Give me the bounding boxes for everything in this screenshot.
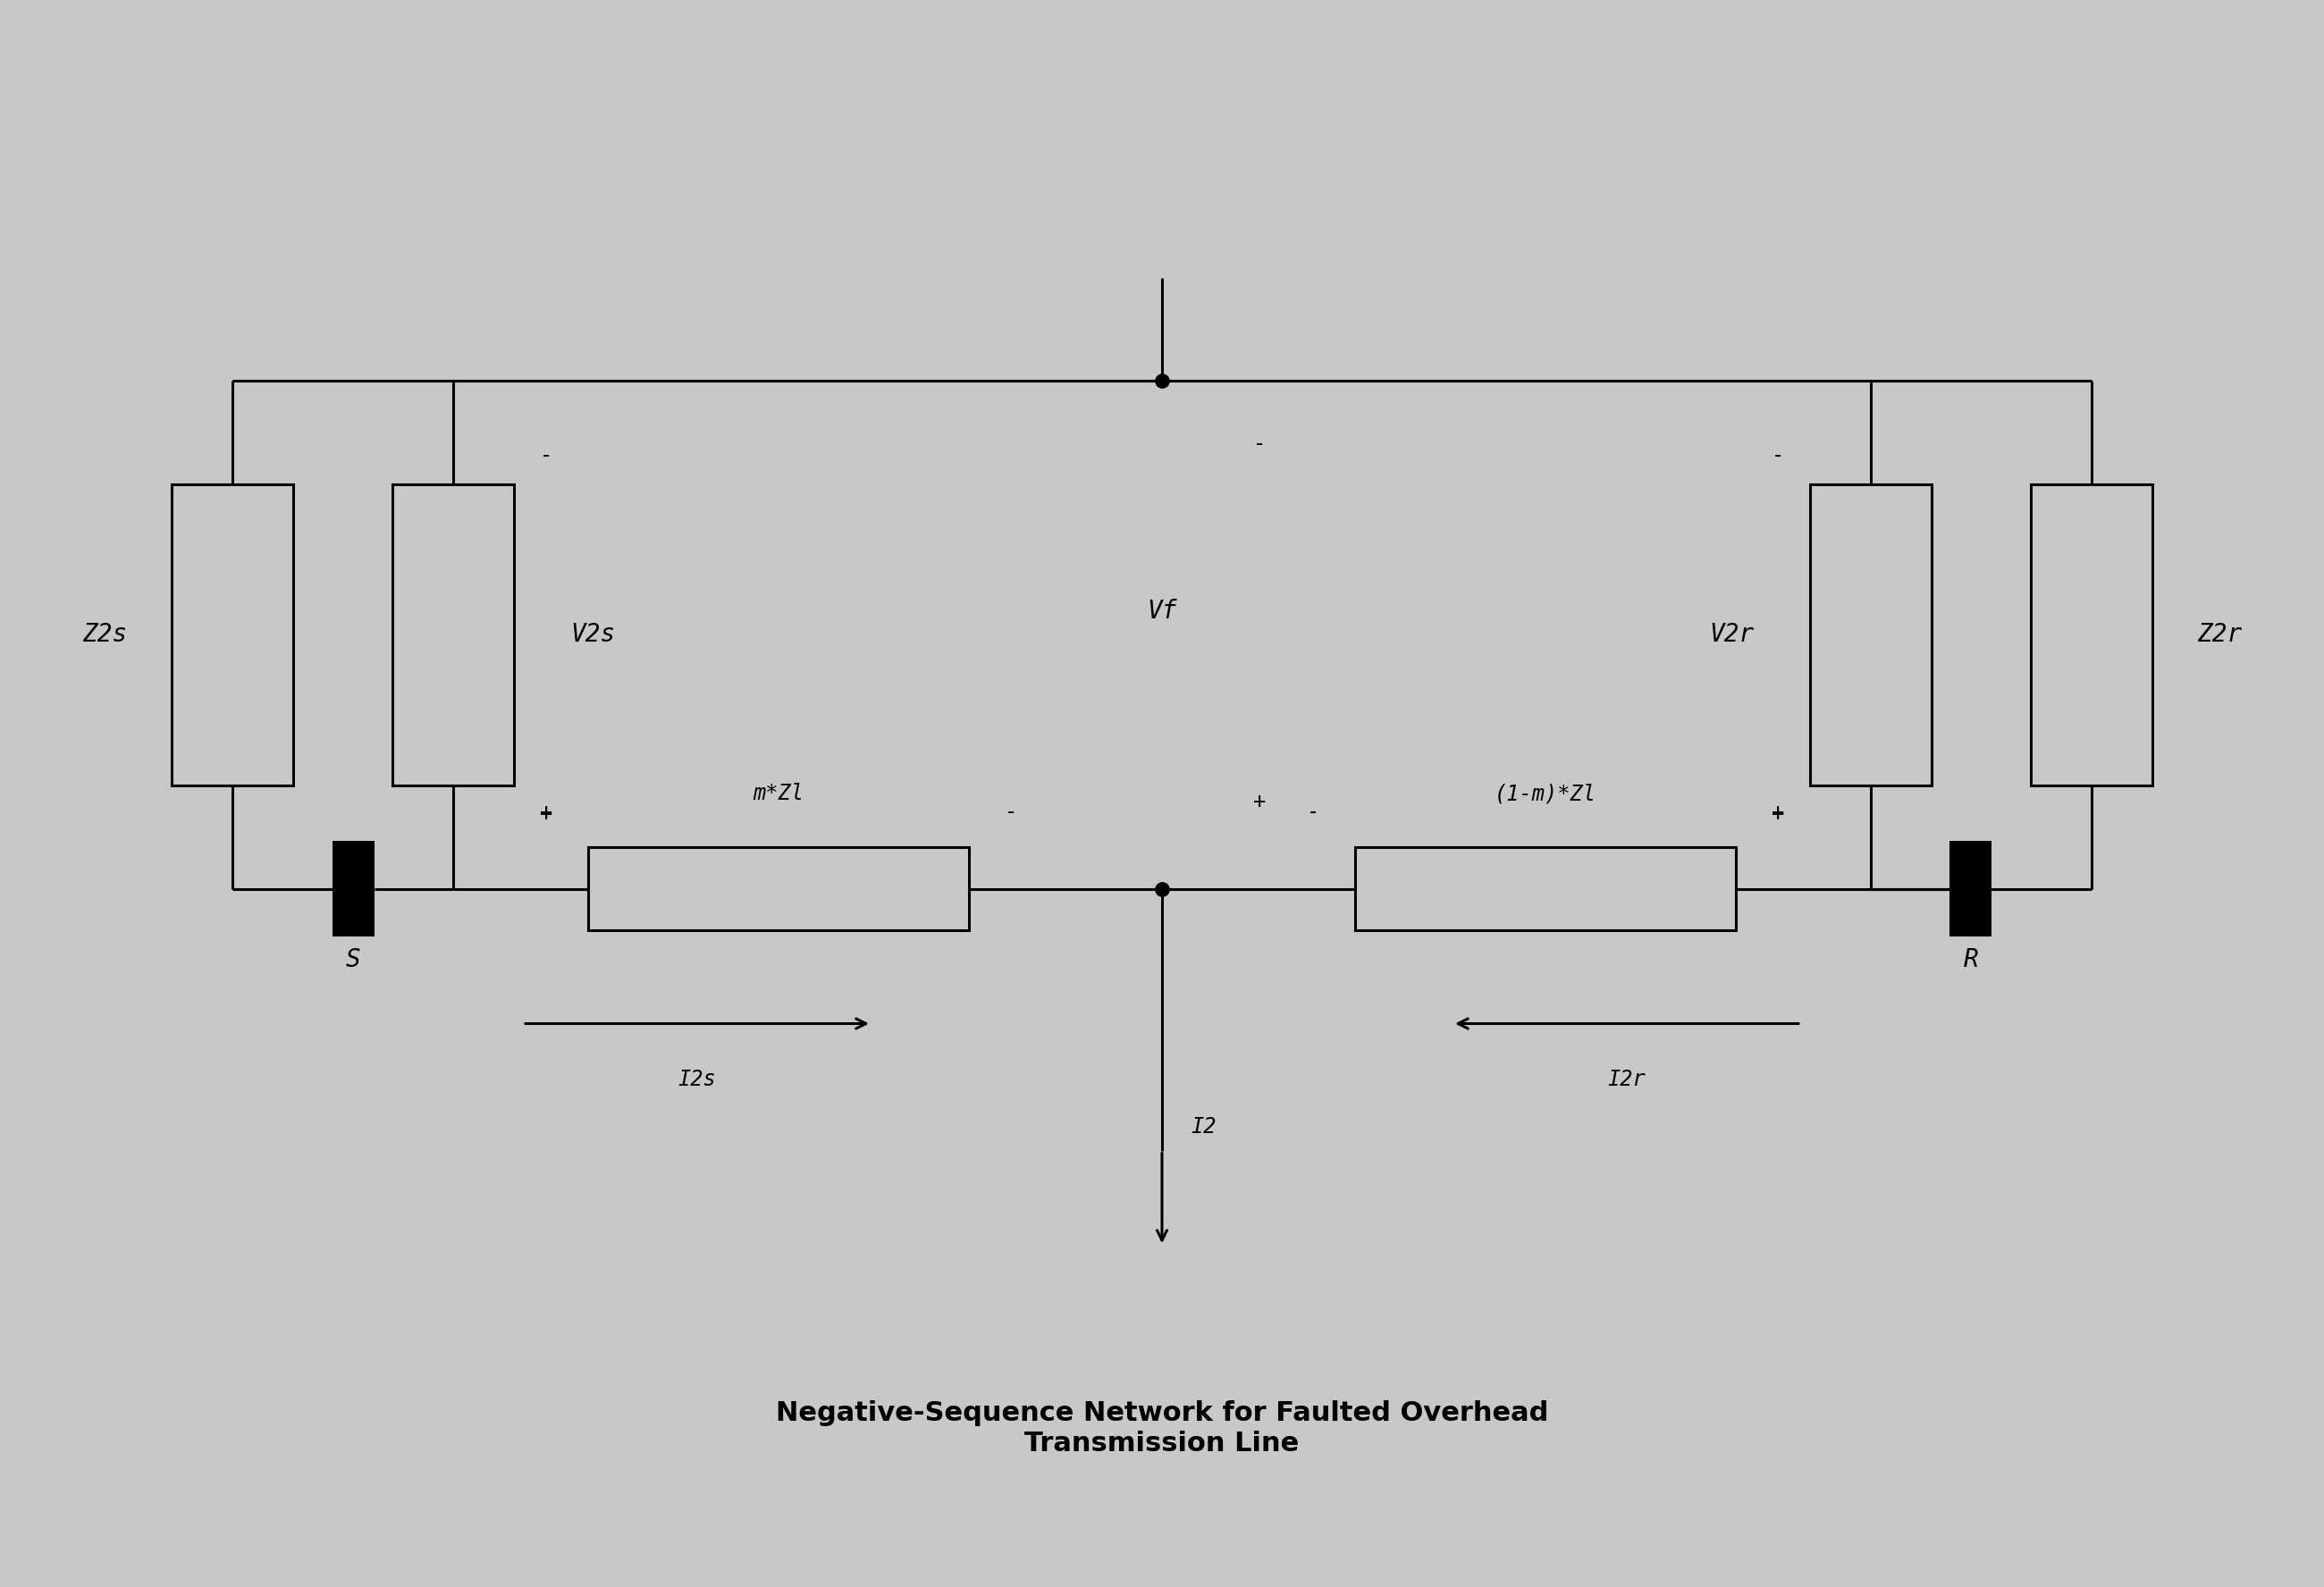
Text: Vf: Vf (1148, 598, 1176, 624)
Text: S: S (346, 947, 360, 973)
Text: m*Zl: m*Zl (753, 782, 804, 805)
Text: +: + (539, 801, 553, 824)
Text: I2s: I2s (679, 1068, 716, 1090)
Text: R: R (1964, 947, 1978, 973)
Text: I2: I2 (1192, 1116, 1215, 1138)
Text: -: - (1253, 433, 1267, 455)
Text: -: - (1306, 801, 1320, 824)
Text: V2s: V2s (569, 622, 616, 647)
Text: +: + (1771, 803, 1785, 825)
Text: -: - (539, 444, 553, 467)
Text: +: + (539, 803, 553, 825)
Text: I2r: I2r (1608, 1068, 1645, 1090)
Bar (2031, 484, 2152, 786)
Bar (1950, 841, 1992, 936)
Bar (1355, 847, 1736, 930)
Text: Z2r: Z2r (2196, 622, 2243, 647)
Text: (1-m)*Zl: (1-m)*Zl (1494, 782, 1597, 805)
Text: +: + (1253, 790, 1267, 813)
Text: -: - (1004, 801, 1018, 824)
Bar (588, 847, 969, 930)
Bar (1810, 484, 1931, 786)
Text: Z2s: Z2s (81, 622, 128, 647)
Text: Negative-Sequence Network for Faulted Overhead
Transmission Line: Negative-Sequence Network for Faulted Ov… (776, 1400, 1548, 1457)
Bar (172, 484, 293, 786)
Bar (332, 841, 374, 936)
Text: -: - (1771, 444, 1785, 467)
Text: V2r: V2r (1708, 622, 1755, 647)
Bar (393, 484, 514, 786)
Text: +: + (1771, 801, 1785, 824)
